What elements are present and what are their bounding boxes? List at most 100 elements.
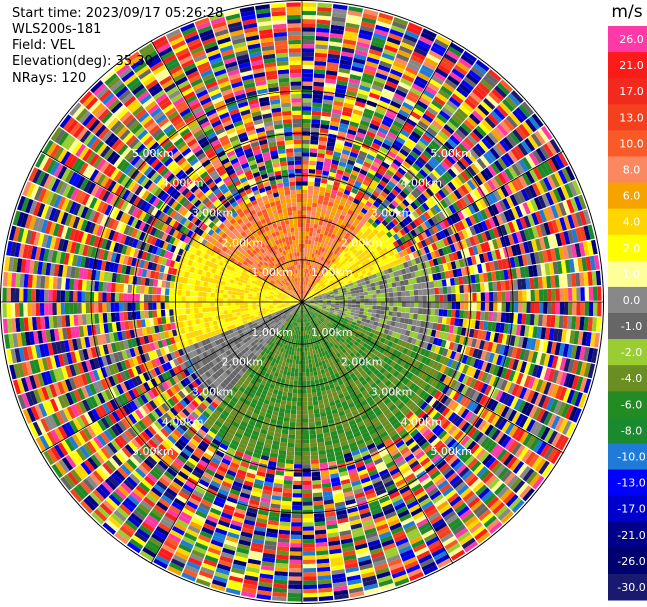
velocity-cell: [360, 80, 372, 88]
velocity-cell: [336, 169, 344, 176]
velocity-cell: [289, 547, 302, 552]
velocity-cell: [346, 133, 356, 140]
velocity-cell: [303, 294, 306, 299]
velocity-cell: [332, 8, 347, 15]
velocity-cell: [374, 172, 384, 180]
velocity-cell: [393, 306, 398, 312]
velocity-cell: [422, 308, 427, 315]
velocity-cell: [355, 307, 360, 311]
velocity-cell: [302, 202, 307, 207]
velocity-cell: [303, 293, 305, 299]
velocity-cell: [441, 106, 454, 118]
velocity-cell: [370, 316, 376, 322]
velocity-cell: [302, 56, 314, 61]
velocity-cell: [339, 200, 346, 207]
velocity-cell: [285, 375, 291, 381]
velocity-cell: [308, 288, 312, 292]
velocity-cell: [342, 106, 353, 113]
velocity-cell: [379, 179, 388, 188]
velocity-cell: [293, 476, 302, 481]
velocity-cell: [306, 286, 309, 291]
velocity-cell: [388, 32, 403, 42]
velocity-cell: [327, 232, 333, 238]
velocity-cell: [316, 207, 322, 213]
velocity-cell: [312, 266, 316, 271]
velocity-cell: [286, 396, 292, 402]
velocity-cell: [400, 312, 406, 318]
velocity-cell: [340, 55, 353, 62]
velocity-cell: [555, 302, 561, 315]
velocity-cell: [302, 464, 311, 469]
velocity-cell: [437, 64, 451, 75]
velocity-cell: [317, 2, 333, 9]
velocity-cell: [309, 156, 317, 162]
velocity-cell: [372, 305, 377, 310]
velocity-cell: [309, 148, 318, 153]
velocity-cell: [335, 240, 341, 247]
velocity-cell: [371, 313, 376, 318]
velocity-cell: [333, 96, 345, 103]
velocity-cell: [460, 79, 474, 92]
velocity-cell: [326, 66, 339, 72]
velocity-cell: [326, 145, 335, 152]
velocity-cell: [310, 279, 314, 284]
velocity-cell: [318, 269, 323, 275]
velocity-cell: [306, 376, 311, 381]
velocity-cell: [343, 241, 349, 247]
velocity-cell: [351, 304, 357, 308]
velocity-cell: [392, 61, 406, 70]
velocity-cell: [397, 302, 402, 307]
velocity-cell: [374, 317, 380, 323]
velocity-cell: [397, 151, 407, 161]
velocity-cell: [292, 493, 302, 498]
velocity-cell: [336, 208, 343, 215]
velocity-cell: [311, 285, 316, 290]
velocity-cell: [309, 152, 318, 158]
velocity-cell: [312, 280, 316, 285]
velocity-cell: [302, 368, 306, 373]
velocity-cell: [320, 276, 325, 281]
velocity-cell: [304, 277, 306, 282]
velocity-cell: [294, 443, 302, 448]
velocity-cell: [289, 422, 296, 427]
velocity-cell: [341, 47, 355, 54]
velocity-cell: [339, 63, 352, 70]
velocity-cell: [380, 297, 386, 302]
velocity-cell: [406, 62, 421, 72]
velocity-cell: [332, 238, 338, 245]
velocity-cell: [302, 206, 307, 211]
velocity-cell: [288, 580, 302, 585]
velocity-cell: [385, 80, 398, 89]
velocity-cell: [302, 430, 309, 436]
velocity-cell: [321, 247, 326, 253]
velocity-cell: [367, 308, 373, 313]
velocity-cell: [368, 183, 377, 191]
velocity-cell: [387, 76, 400, 85]
velocity-cell: [325, 235, 331, 242]
velocity-cell: [383, 283, 389, 289]
velocity-cell: [365, 200, 373, 208]
velocity-cell: [350, 147, 360, 155]
velocity-cell: [354, 101, 366, 108]
velocity-cell: [359, 292, 365, 296]
velocity-cell: [311, 475, 321, 481]
velocity-cell: [316, 391, 322, 397]
velocity-cell: [343, 171, 351, 178]
velocity-cell: [310, 215, 316, 220]
velocity-cell: [310, 135, 319, 141]
velocity-cell: [387, 150, 397, 159]
velocity-cell: [338, 126, 348, 133]
velocity-cell: [310, 459, 319, 465]
velocity-cell: [312, 488, 323, 494]
velocity-cell: [351, 237, 358, 244]
velocity-cell: [303, 551, 316, 556]
velocity-cell: [290, 534, 302, 540]
velocity-cell: [504, 312, 510, 323]
velocity-cell: [405, 94, 418, 104]
velocity-cell: [390, 100, 402, 109]
velocity-cell: [339, 297, 344, 300]
velocity-cell: [302, 364, 306, 369]
velocity-cell: [470, 66, 485, 79]
velocity-cell: [358, 88, 370, 96]
velocity-cell: [376, 302, 382, 306]
